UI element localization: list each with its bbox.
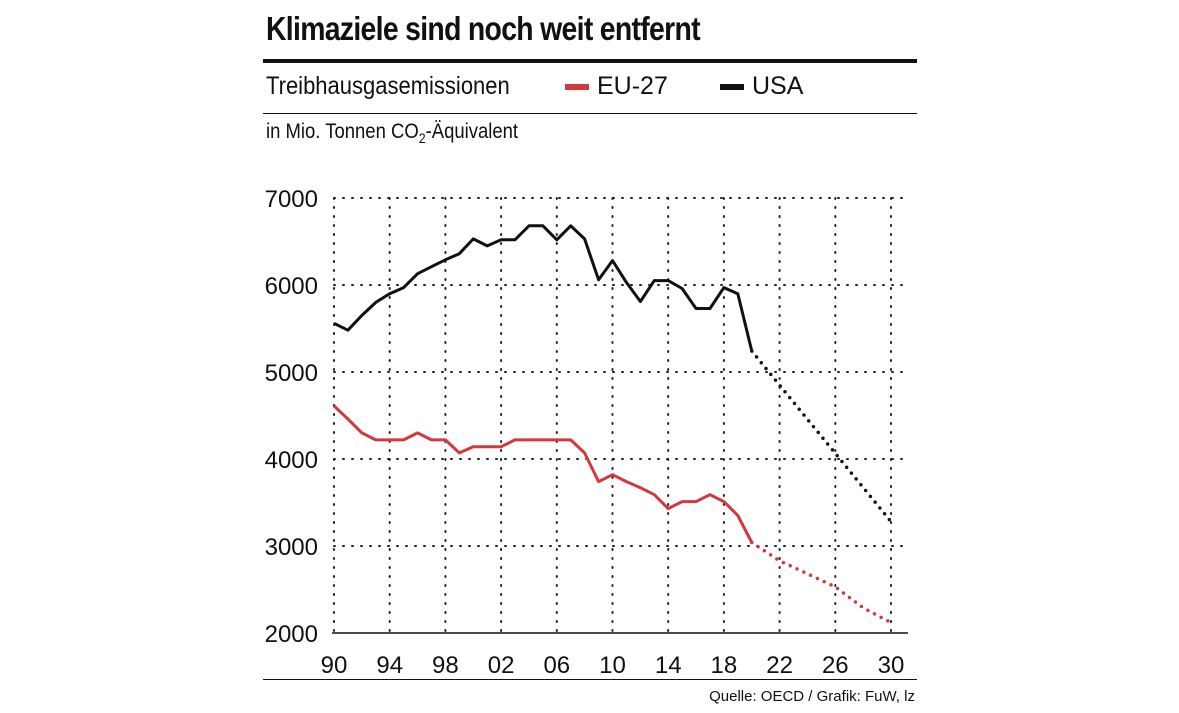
grid [333, 197, 909, 634]
y-tick-label-2000: 2000 [265, 621, 318, 648]
series-projection-usa [750, 349, 893, 524]
footer-rule [263, 679, 917, 680]
x-tick-label-2022: 22 [766, 652, 793, 679]
x-tick-label-2014: 14 [655, 652, 682, 679]
series [332, 224, 893, 625]
unit-suffix: -Äquivalent [425, 120, 519, 143]
legend-item-usa: USA [720, 72, 803, 101]
x-tick-label-2026: 26 [822, 652, 849, 679]
x-tick-label-2018: 18 [711, 652, 738, 679]
x-tick-label-1990: 90 [321, 652, 348, 679]
x-tick-label-2030: 30 [878, 652, 905, 679]
unit-subscript: 2 [418, 130, 426, 147]
y-tick-label-4000: 4000 [265, 447, 318, 474]
y-tick-label-7000: 7000 [265, 186, 318, 213]
y-tick-label-6000: 6000 [265, 273, 318, 300]
unit-prefix: in Mio. Tonnen CO [266, 120, 419, 143]
chart-subtitle: Treibhausgasemissionen [266, 72, 510, 100]
y-tick-label-5000: 5000 [265, 360, 318, 387]
legend-swatch-eu27 [565, 83, 589, 90]
subtitle-rule [263, 113, 917, 114]
legend-swatch-usa [720, 83, 744, 90]
legend-label-usa: USA [752, 72, 804, 100]
series-line-eu27 [332, 404, 754, 544]
series-line-usa [333, 224, 754, 352]
series-projection-eu27 [750, 540, 893, 625]
y-tick-label-3000: 3000 [265, 534, 318, 561]
legend-label-eu27: EU-27 [597, 72, 668, 100]
x-tick-label-1998: 98 [432, 652, 459, 679]
x-tick-label-2002: 02 [488, 652, 515, 679]
x-tick-label-2006: 06 [543, 652, 570, 679]
unit-label: in Mio. Tonnen CO2-Äquivalent [266, 120, 518, 146]
title-rule [263, 59, 917, 63]
source-note: Quelle: OECD / Grafik: FuW, lz [709, 688, 915, 705]
chart-title: Klimaziele sind noch weit entfernt [266, 10, 701, 47]
x-tick-label-2010: 10 [599, 652, 626, 679]
x-tick-label-1994: 94 [376, 652, 403, 679]
legend-item-eu27: EU-27 [565, 72, 668, 101]
